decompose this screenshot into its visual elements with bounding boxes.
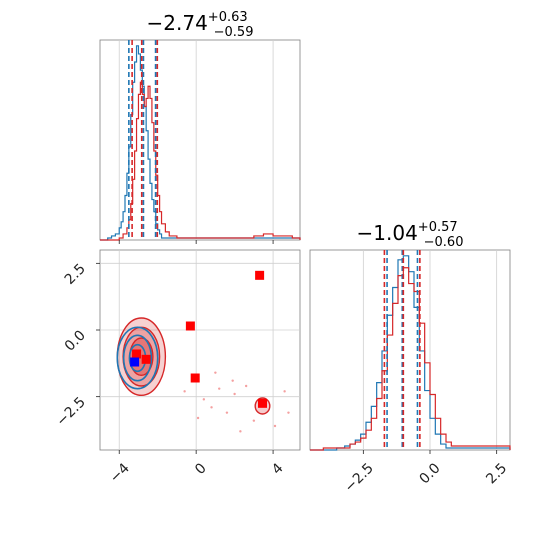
- top-left-title: −2.74+0.63 −0.59: [147, 10, 254, 40]
- faint-point-4: [244, 384, 248, 388]
- red-marker-2: [190, 373, 200, 383]
- right-hist-red: [310, 267, 511, 451]
- top-left-title-sup: +0.63: [208, 10, 248, 25]
- scatter-ytick-label-2: 2.5: [62, 261, 89, 288]
- faint-point-11: [239, 430, 242, 433]
- red-marker-1: [185, 321, 195, 331]
- top-hist-blue: [100, 45, 301, 241]
- scatter-xtick-label-1: 0: [192, 460, 210, 478]
- top-hist-red: [100, 81, 301, 241]
- bottom-right-grid: [362, 250, 498, 450]
- faint-point-6: [252, 419, 256, 422]
- red-marker-0: [255, 270, 265, 280]
- bottom-right-title: −1.04+0.57 −0.60: [357, 220, 464, 250]
- blue-marker-0: [130, 357, 140, 367]
- blue-contour-1: [122, 334, 153, 382]
- red-marker-3: [258, 398, 267, 408]
- right-hist-blue: [310, 255, 511, 451]
- blue-contour-0: [116, 326, 159, 390]
- bottom-left-panel-frame: [99, 249, 301, 451]
- faint-point-13: [231, 379, 234, 382]
- right-xtick-label-1: 0.0: [417, 460, 444, 487]
- scatter-ytick-label-0: −2.5: [53, 394, 88, 429]
- faint-point-2: [210, 406, 213, 409]
- faint-point-10: [183, 390, 186, 393]
- faint-point-12: [287, 411, 290, 414]
- scatter-xtick-label-2: 4: [269, 460, 287, 478]
- top-left-histograms: [100, 40, 301, 241]
- faint-point-5: [273, 424, 277, 428]
- bottom-right-title-sub: −0.60: [424, 235, 464, 250]
- faint-point-8: [283, 390, 286, 393]
- faint-point-3: [225, 411, 229, 414]
- scatter-ytick-label-1: 0.0: [62, 328, 89, 355]
- right-xtick-label-2: 2.5: [483, 460, 510, 487]
- faint-point-14: [196, 416, 200, 420]
- faint-point-1: [233, 392, 236, 396]
- bottom-right-title-main: −1.04: [357, 221, 418, 245]
- bottom-right-title-sup: +0.57: [418, 220, 458, 235]
- top-left-title-main: −2.74: [147, 11, 208, 35]
- faint-point-0: [218, 387, 221, 390]
- top-left-title-sub: −0.59: [214, 25, 254, 40]
- bottom-right-histograms: [310, 250, 511, 451]
- top-left-panel-frame: [99, 39, 301, 241]
- bottom-right-panel-frame: [309, 249, 511, 451]
- red-marker-4: [132, 349, 142, 359]
- faint-point-9: [214, 371, 217, 374]
- red-marker-5: [141, 354, 151, 364]
- axes-ticks: −4 0 4 −2.5 0.0 2.5 −2.5 0.0 2.5: [53, 240, 510, 496]
- scatter-panel-marks: [116, 270, 290, 433]
- top-left-grid: [118, 40, 274, 240]
- scatter-xtick-label-0: −4: [107, 460, 133, 486]
- right-xtick-label-0: −2.5: [342, 460, 377, 495]
- faint-point-7: [202, 398, 206, 401]
